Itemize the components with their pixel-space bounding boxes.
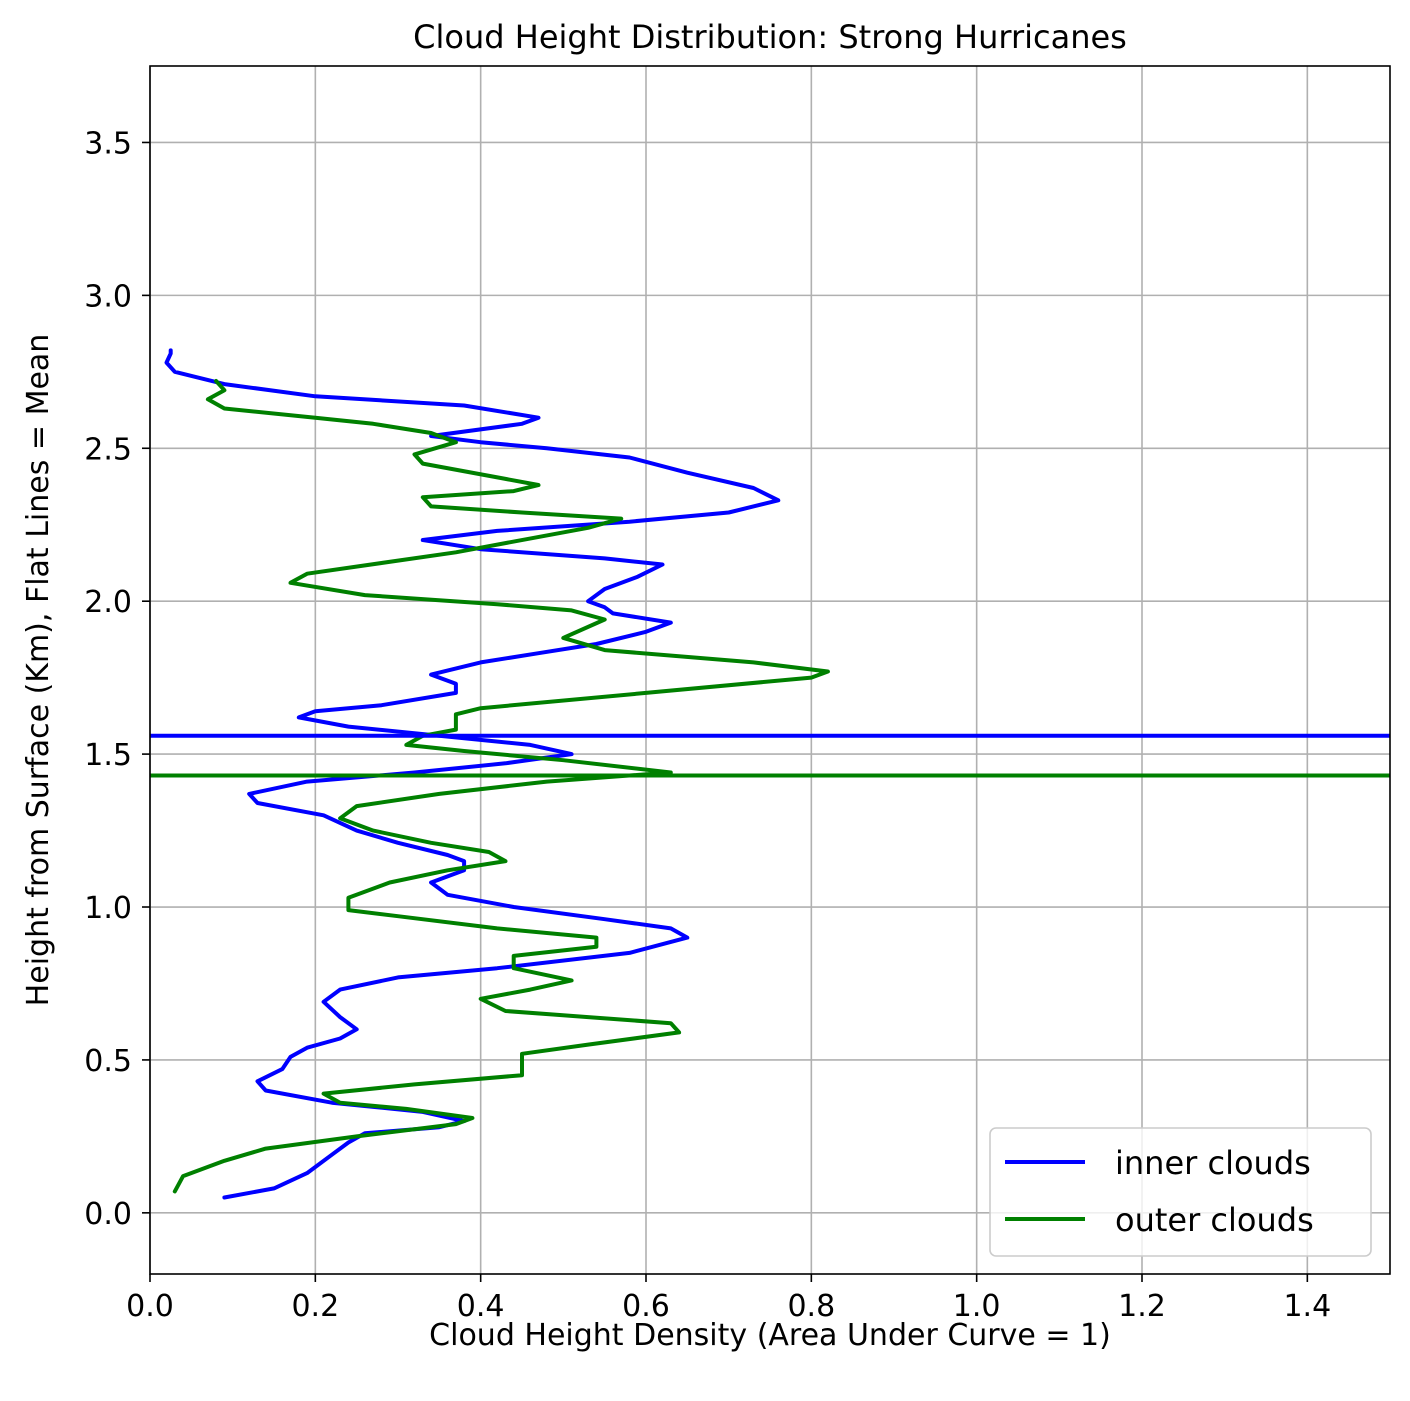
x-tick-label: 0.4 [457,1289,505,1324]
y-axis-title: Height from Surface (Km), Flat Lines = M… [21,334,56,1007]
mean-lines [150,733,1390,778]
x-tick-label: 0.6 [622,1289,670,1324]
y-tick-label: 0.0 [84,1197,132,1232]
series-line-inner-clouds [164,348,781,1200]
x-tick-label: 0.0 [126,1289,174,1324]
legend-label-outer: outer clouds [1115,1201,1314,1239]
x-tick-label: 1.0 [953,1289,1001,1324]
legend: inner clouds outer clouds [989,1127,1372,1257]
legend-label-inner: inner clouds [1115,1144,1311,1182]
axis-ticks: 0.0 0.2 0.4 0.6 0.8 1.0 1.2 1.4 0.0 0.5 1.0 1.5 2.0 2… [84,126,1331,1324]
y-tick-label: 2.5 [84,432,132,467]
y-tick-label: 3.0 [84,279,132,314]
x-axis-title: Cloud Height Density (Area Under Curve =… [429,1318,1111,1353]
y-tick-label: 1.0 [84,891,132,926]
chart-title: Cloud Height Distribution: Strong Hurric… [413,18,1127,56]
x-tick-label: 0.8 [787,1289,835,1324]
y-tick-label: 1.5 [84,738,132,773]
y-tick-label: 2.0 [84,585,132,620]
plot-frame [149,65,1391,1275]
x-tick-label: 1.2 [1118,1289,1166,1324]
x-tick-label: 1.4 [1283,1289,1331,1324]
y-tick-label: 0.5 [84,1044,132,1079]
x-tick-label: 0.2 [291,1289,339,1324]
legend-box [989,1127,1372,1257]
y-tick-label: 3.5 [84,126,132,161]
grid [149,66,1390,1274]
